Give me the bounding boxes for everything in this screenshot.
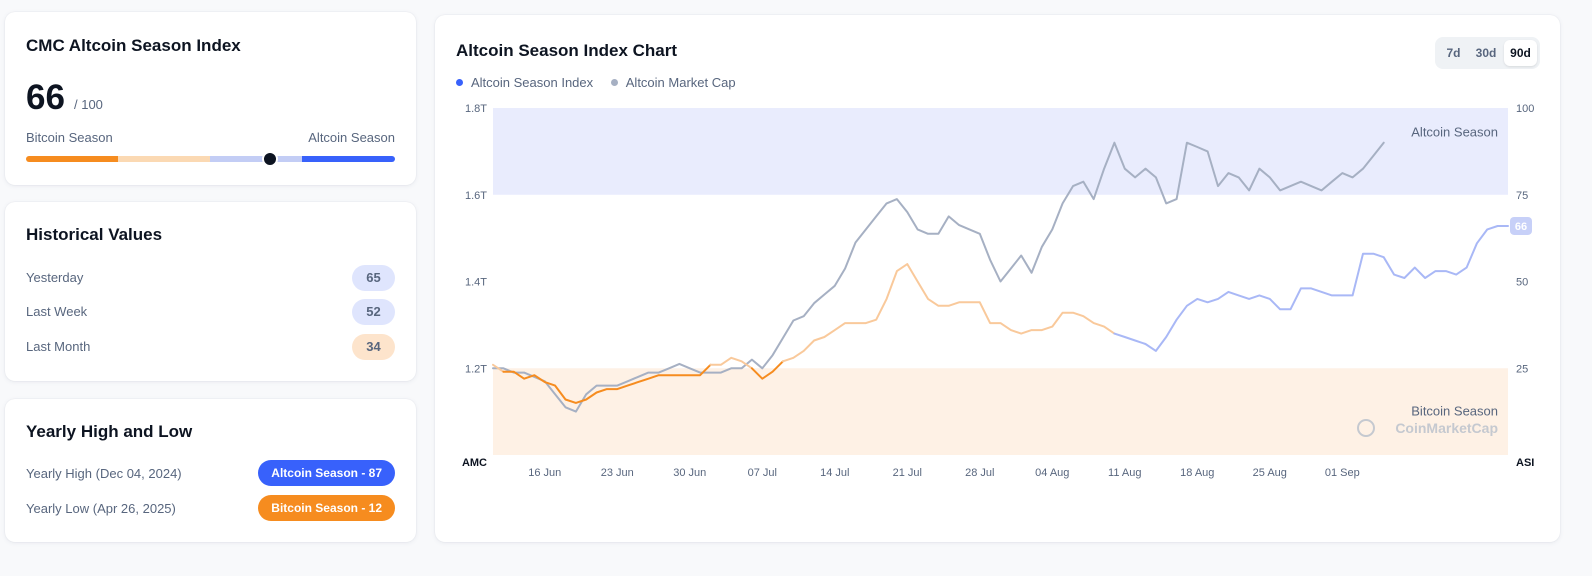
left-axis-tick: 1.2T <box>465 363 487 375</box>
altcoin-index-line <box>502 363 712 404</box>
x-axis-tick: 21 Jul <box>893 467 922 479</box>
historical-values-card: Historical Values Yesterday 65 Last Week… <box>5 202 416 381</box>
historical-row-last-week: Last Week 52 <box>26 299 395 325</box>
x-axis-tick: 07 Jul <box>748 467 777 479</box>
current-value-marker: 66 <box>1510 216 1532 235</box>
left-axis-title: AMC <box>462 457 487 469</box>
gauge-segment-bitcoin <box>26 156 118 162</box>
index-gauge <box>26 151 395 167</box>
yearly-high-label: Yearly High (Dec 04, 2024) <box>26 466 182 481</box>
altcoin-index-line <box>709 356 753 370</box>
chart-title: Altcoin Season Index Chart <box>456 41 678 60</box>
legend-item-market-cap[interactable]: Altcoin Market Cap <box>610 75 736 90</box>
yearly-high-date: (Dec 04, 2024) <box>95 466 182 481</box>
right-axis-tick: 25 <box>1516 363 1528 375</box>
coinmarketcap-watermark: CoinMarketCap <box>1357 419 1498 437</box>
watermark-text: CoinMarketCap <box>1395 420 1498 436</box>
index-chart[interactable]: 1.2T 1.4T 1.6T 1.8T 25 50 75 100 AMC ASI 16 Jun 23 … <box>435 15 1560 542</box>
range-7d-button[interactable]: 7d <box>1446 46 1461 60</box>
gauge-segment-altcoin <box>302 156 395 162</box>
historical-label: Last Week <box>26 304 88 319</box>
right-axis-title: ASI <box>1516 457 1534 469</box>
yearly-high-badge: Altcoin Season - 87 <box>258 460 395 486</box>
legend-item-index[interactable]: Altcoin Season Index <box>456 75 593 90</box>
historical-value-pill: 34 <box>352 334 395 360</box>
chart-legend: Altcoin Season Index Altcoin Market Cap <box>456 75 750 90</box>
range-30d-button[interactable]: 30d <box>1475 46 1497 60</box>
x-axis-tick: 04 Aug <box>1035 467 1069 479</box>
index-chart-card: Altcoin Season Index Chart 7d 30d 90d Al… <box>435 15 1560 542</box>
legend-label: Altcoin Market Cap <box>625 75 736 90</box>
historical-row-last-month: Last Month 34 <box>26 334 395 360</box>
yearly-low-date: (Apr 26, 2025) <box>92 501 176 516</box>
right-axis-tick: 75 <box>1516 190 1528 202</box>
gauge-indicator <box>261 151 278 167</box>
time-range-selector: 7d 30d 90d <box>1435 37 1540 69</box>
x-axis-tick: 23 Jun <box>601 467 634 479</box>
historical-label: Last Month <box>26 339 91 354</box>
altcoin-index-line <box>750 360 784 380</box>
x-axis-tick: 11 Aug <box>1108 467 1141 479</box>
yearly-low-label: Yearly Low (Apr 26, 2025) <box>26 501 176 516</box>
x-axis-tick: 28 Jul <box>965 467 994 479</box>
left-axis-tick: 1.4T <box>465 277 487 289</box>
x-axis-tick: 30 Jun <box>673 467 706 479</box>
right-axis-tick: 100 <box>1516 103 1534 115</box>
bitcoin-season-label: Bitcoin Season <box>26 130 113 145</box>
x-axis-tick: 18 Aug <box>1180 467 1214 479</box>
yearly-low-badge: Bitcoin Season - 12 <box>258 495 395 521</box>
legend-dot-icon <box>610 79 618 87</box>
x-axis-tick: 16 Jun <box>528 467 561 479</box>
yearly-low-text: Yearly Low <box>26 501 90 516</box>
bitcoin-season-band-label: Bitcoin Season <box>1411 404 1498 419</box>
index-denominator: / 100 <box>74 97 103 112</box>
x-axis-tick: 01 Sep <box>1325 467 1360 479</box>
left-axis-tick: 1.6T <box>465 190 487 202</box>
current-value-badge-bg <box>1510 216 1532 235</box>
yearly-high-low-card: Yearly High and Low Yearly High (Dec 04,… <box>5 399 416 542</box>
x-axis-tick: 25 Aug <box>1253 467 1287 479</box>
legend-dot-icon <box>456 79 463 87</box>
altcoin-season-band <box>493 108 1508 195</box>
yearly-title: Yearly High and Low <box>26 422 193 441</box>
altcoin-season-label: Altcoin Season <box>308 130 395 145</box>
historical-value-pill: 52 <box>352 299 395 325</box>
x-axis-tick: 14 Jul <box>820 467 849 479</box>
altcoin-index-card: CMC Altcoin Season Index 66 / 100 Bitcoi… <box>5 12 416 185</box>
altcoin-index-line <box>492 363 505 373</box>
market-cap-line <box>492 141 1385 413</box>
legend-label: Altcoin Season Index <box>471 75 594 90</box>
historical-row-yesterday: Yesterday 65 <box>26 265 395 291</box>
altcoin-season-band-label: Altcoin Season <box>1411 124 1498 139</box>
index-card-title: CMC Altcoin Season Index <box>26 36 241 55</box>
yearly-high-text: Yearly High <box>26 466 93 481</box>
historical-title: Historical Values <box>26 225 163 244</box>
altcoin-index-line <box>782 263 1116 363</box>
historical-value-pill: 65 <box>352 265 395 291</box>
left-axis-tick: 1.8T <box>465 103 487 115</box>
gauge-segment-altcoin-light <box>210 156 302 162</box>
yearly-high-row: Yearly High (Dec 04, 2024) Altcoin Seaso… <box>26 460 395 486</box>
coinmarketcap-logo-icon <box>1357 419 1375 437</box>
index-value: 66 <box>26 78 65 117</box>
yearly-low-row: Yearly Low (Apr 26, 2025) Bitcoin Season… <box>26 495 395 521</box>
current-value-badge: 66 <box>1515 221 1527 233</box>
bitcoin-season-band <box>493 368 1508 455</box>
historical-label: Yesterday <box>26 270 84 285</box>
gauge-segment-bitcoin-light <box>118 156 210 162</box>
range-90d-button[interactable]: 90d <box>1504 40 1537 66</box>
altcoin-index-line <box>1113 225 1509 352</box>
right-axis-tick: 50 <box>1516 277 1528 289</box>
